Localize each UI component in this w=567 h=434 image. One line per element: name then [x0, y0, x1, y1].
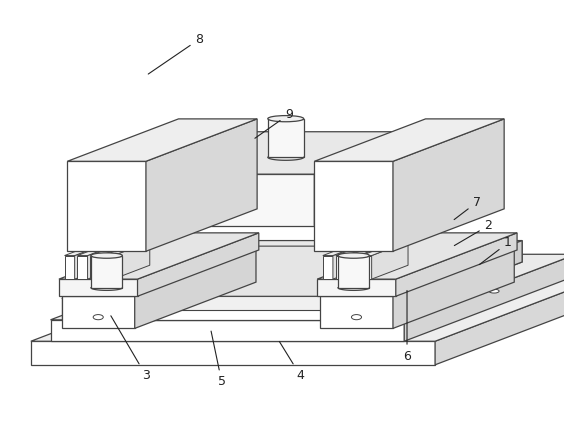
Text: 1: 1 — [480, 236, 512, 265]
Polygon shape — [146, 119, 257, 251]
Polygon shape — [314, 132, 426, 226]
Polygon shape — [62, 240, 522, 299]
Polygon shape — [393, 119, 504, 251]
Polygon shape — [320, 296, 393, 329]
Polygon shape — [268, 118, 304, 157]
Polygon shape — [323, 242, 369, 256]
Polygon shape — [314, 119, 504, 161]
Polygon shape — [59, 233, 259, 279]
Ellipse shape — [489, 289, 499, 293]
Polygon shape — [50, 254, 567, 320]
Polygon shape — [135, 250, 256, 329]
Polygon shape — [75, 242, 111, 279]
Polygon shape — [393, 250, 514, 329]
Polygon shape — [78, 242, 124, 256]
Text: 2: 2 — [454, 219, 492, 246]
Ellipse shape — [352, 315, 362, 320]
Ellipse shape — [450, 289, 460, 293]
Polygon shape — [65, 242, 111, 256]
Polygon shape — [113, 242, 150, 279]
Polygon shape — [76, 296, 379, 310]
Polygon shape — [67, 161, 146, 251]
Polygon shape — [31, 264, 567, 341]
Polygon shape — [62, 296, 135, 329]
Polygon shape — [59, 279, 138, 296]
Text: 9: 9 — [255, 108, 293, 138]
Text: 7: 7 — [454, 195, 481, 220]
Polygon shape — [31, 341, 435, 365]
Text: 8: 8 — [148, 33, 204, 74]
Polygon shape — [370, 240, 522, 320]
Polygon shape — [359, 242, 395, 279]
Polygon shape — [338, 256, 370, 288]
Polygon shape — [146, 174, 314, 226]
Polygon shape — [396, 233, 517, 296]
Polygon shape — [138, 233, 259, 296]
Polygon shape — [146, 132, 426, 174]
Polygon shape — [333, 242, 369, 279]
Polygon shape — [62, 299, 370, 320]
Polygon shape — [320, 250, 514, 296]
Ellipse shape — [268, 115, 304, 122]
Polygon shape — [435, 264, 567, 365]
Polygon shape — [362, 242, 408, 256]
Polygon shape — [371, 242, 408, 279]
Polygon shape — [370, 240, 522, 320]
Ellipse shape — [298, 289, 308, 293]
Ellipse shape — [197, 289, 207, 293]
Polygon shape — [50, 320, 404, 341]
Polygon shape — [76, 246, 510, 296]
Polygon shape — [91, 256, 122, 288]
Polygon shape — [346, 242, 382, 279]
Polygon shape — [323, 256, 333, 279]
Polygon shape — [336, 256, 346, 279]
Ellipse shape — [93, 315, 103, 320]
Text: 3: 3 — [111, 316, 150, 382]
Ellipse shape — [399, 289, 409, 293]
Polygon shape — [404, 254, 567, 341]
Text: 6: 6 — [403, 290, 411, 363]
Polygon shape — [317, 233, 517, 279]
Polygon shape — [336, 242, 382, 256]
Polygon shape — [90, 242, 137, 256]
Polygon shape — [103, 256, 113, 279]
Ellipse shape — [248, 289, 257, 293]
Polygon shape — [87, 242, 124, 279]
Text: 5: 5 — [211, 331, 226, 388]
Polygon shape — [349, 242, 395, 256]
Polygon shape — [78, 256, 87, 279]
Polygon shape — [317, 279, 396, 296]
Polygon shape — [103, 242, 150, 256]
Polygon shape — [67, 119, 257, 161]
Polygon shape — [90, 256, 100, 279]
Ellipse shape — [349, 289, 359, 293]
Ellipse shape — [155, 289, 165, 293]
Polygon shape — [314, 161, 393, 251]
Ellipse shape — [338, 253, 370, 258]
Polygon shape — [349, 256, 359, 279]
Polygon shape — [362, 256, 371, 279]
Polygon shape — [65, 256, 75, 279]
Ellipse shape — [91, 253, 122, 258]
Text: 4: 4 — [280, 342, 304, 382]
Polygon shape — [100, 242, 137, 279]
Polygon shape — [62, 250, 256, 296]
